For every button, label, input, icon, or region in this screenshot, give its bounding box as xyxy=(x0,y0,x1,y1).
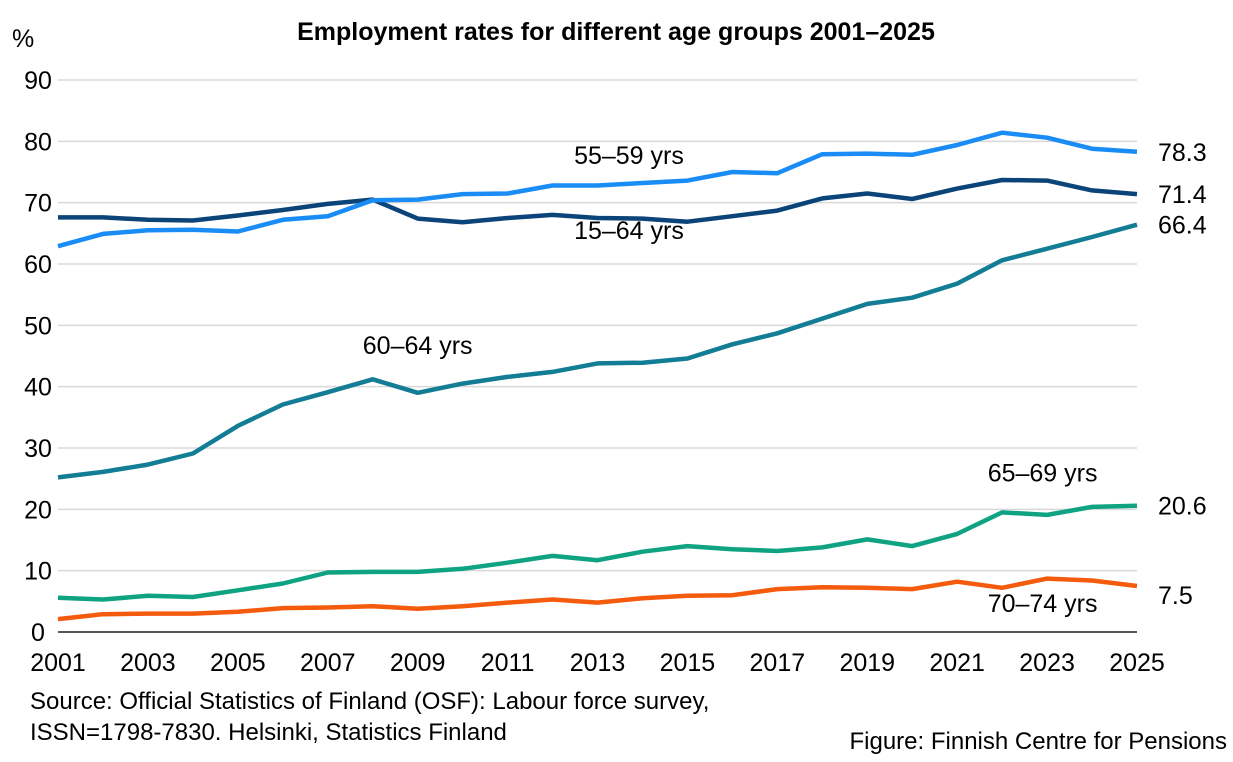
y-tick-label-60: 60 xyxy=(24,251,52,279)
source-note: Source: Official Statistics of Finland (… xyxy=(30,686,709,748)
y-tick-label-10: 10 xyxy=(24,558,52,586)
x-tick-label-2017: 2017 xyxy=(750,649,806,677)
y-tick-label-20: 20 xyxy=(24,496,52,524)
x-tick-label-2011: 2011 xyxy=(481,649,535,677)
series-line-60-64 xyxy=(57,222,1138,480)
x-axis-ticks: 2001 2003 2005 2007 2009 2011 2013 2015 2017 2019… xyxy=(30,649,1165,677)
y-tick-label-80: 80 xyxy=(24,128,52,156)
series-line-55-59 xyxy=(57,130,1138,249)
series-labels: 15–64 yrs 55–59 yrs 60–64 yrs 65–69 yrs 70–7… xyxy=(363,142,1098,618)
series-lines xyxy=(57,130,1138,622)
end-value-label-65-69: 20.6 xyxy=(1158,493,1207,521)
x-tick-label-2023: 2023 xyxy=(1019,649,1075,677)
series-label-65-69: 65–69 yrs xyxy=(988,460,1098,488)
y-axis-ticks: 0 10 20 30 40 50 60 70 80 90 xyxy=(24,67,52,647)
chart-title: Employment rates for different age group… xyxy=(297,18,935,46)
end-value-label-60-64: 66.4 xyxy=(1158,212,1207,240)
end-value-label-15-64: 71.4 xyxy=(1158,181,1207,209)
x-tick-label-2019: 2019 xyxy=(839,649,895,677)
gridlines xyxy=(58,79,1137,572)
x-tick-label-2001: 2001 xyxy=(30,649,86,677)
line-chart: Employment rates for different age group… xyxy=(12,18,1207,677)
series-label-70-74: 70–74 yrs xyxy=(988,590,1098,618)
y-tick-label-0: 0 xyxy=(31,619,45,647)
series-label-15-64: 15–64 yrs xyxy=(574,217,684,245)
end-value-labels: 71.4 78.3 66.4 20.6 7.5 xyxy=(1158,139,1207,610)
x-tick-label-2009: 2009 xyxy=(390,649,446,677)
series-line-15-64 xyxy=(58,177,1138,225)
y-tick-label-50: 50 xyxy=(24,312,52,340)
x-tick-label-2021: 2021 xyxy=(929,649,985,677)
source-line-2: ISSN=1798-7830. Helsinki, Statistics Fin… xyxy=(30,719,507,746)
end-value-label-55-59: 78.3 xyxy=(1158,139,1207,167)
series-line-65-69 xyxy=(57,503,1138,602)
x-tick-label-2015: 2015 xyxy=(660,649,716,677)
x-tick-label-2003: 2003 xyxy=(120,649,176,677)
y-tick-label-70: 70 xyxy=(24,190,52,218)
y-tick-label-40: 40 xyxy=(24,374,52,402)
x-tick-label-2007: 2007 xyxy=(300,649,356,677)
end-value-label-70-74: 7.5 xyxy=(1158,582,1193,610)
figure-credit: Figure: Finnish Centre for Pensions xyxy=(849,728,1227,755)
source-line-1: Source: Official Statistics of Finland (… xyxy=(30,688,710,715)
x-tick-label-2013: 2013 xyxy=(570,649,626,677)
y-axis-unit-label: % xyxy=(12,25,34,53)
y-tick-label-30: 30 xyxy=(24,435,52,463)
x-tick-label-2025: 2025 xyxy=(1109,649,1165,677)
series-label-60-64: 60–64 yrs xyxy=(363,332,473,360)
series-label-55-59: 55–59 yrs xyxy=(574,142,684,170)
y-tick-label-90: 90 xyxy=(24,67,52,95)
series-line-70-74 xyxy=(57,576,1138,622)
x-tick-label-2005: 2005 xyxy=(210,649,266,677)
